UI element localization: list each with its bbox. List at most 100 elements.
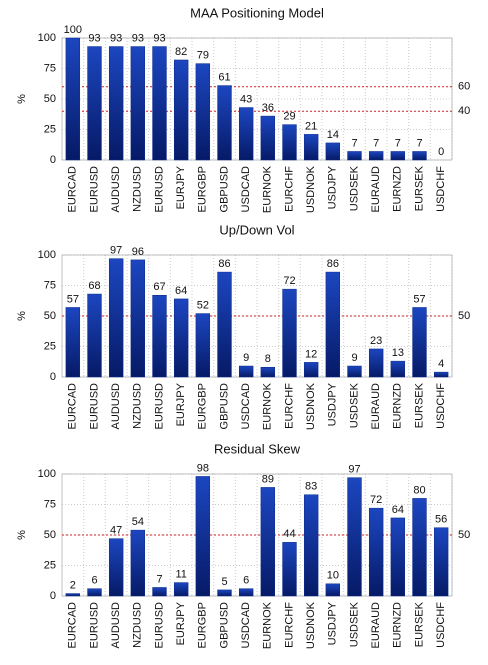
bar [65, 307, 81, 378]
bar [108, 46, 124, 161]
y-tick-label: 0 [50, 154, 56, 166]
x-tick-label: EURNZD [392, 383, 404, 429]
value-label: 72 [283, 275, 295, 287]
reference-label: 40 [458, 105, 470, 117]
value-label: 89 [262, 473, 274, 485]
value-label: 44 [283, 528, 295, 540]
value-label: 93 [88, 32, 100, 44]
x-tick-label: EURAUD [370, 383, 382, 430]
x-tick-label: EURGBP [197, 166, 209, 212]
value-label: 2 [70, 579, 76, 591]
bar [303, 494, 319, 597]
value-label: 13 [392, 347, 404, 359]
value-label: 9 [243, 352, 249, 364]
bar [282, 288, 297, 378]
x-tick-label: EURAUD [370, 602, 382, 649]
chart-title: Residual Skew [214, 441, 301, 456]
x-tick-label: NZDUSD [132, 166, 144, 212]
y-tick-label: 75 [44, 62, 56, 74]
x-tick-label: USDCAD [240, 166, 252, 213]
y-tick-label: 25 [44, 340, 56, 352]
y-axis-label: % [16, 94, 28, 104]
x-tick-label: EURGBP [197, 602, 209, 648]
value-label: 64 [392, 504, 404, 516]
value-label: 86 [327, 258, 339, 270]
value-label: 47 [110, 525, 122, 537]
y-tick-label: 50 [44, 529, 56, 541]
bar [433, 527, 449, 597]
x-tick-label: USDCHF [435, 602, 447, 648]
value-label: 57 [413, 293, 425, 305]
bar [130, 46, 146, 161]
plot-frame [61, 37, 453, 161]
value-label: 86 [218, 258, 230, 270]
bar [260, 487, 276, 597]
bar [65, 593, 81, 597]
bar [152, 46, 167, 161]
x-tick-label: EURAUD [370, 166, 382, 213]
value-label: 23 [370, 335, 382, 347]
bar [87, 46, 102, 161]
value-label: 7 [416, 137, 422, 149]
value-label: 82 [175, 46, 187, 58]
value-label: 97 [348, 464, 360, 476]
value-label: 43 [240, 93, 252, 105]
y-tick-label: 25 [44, 559, 56, 571]
x-tick-label: USDSEK [348, 601, 360, 647]
x-tick-label: EURJPY [175, 165, 187, 209]
bar [108, 538, 124, 597]
x-tick-label: EURNOK [262, 601, 274, 649]
x-tick-label: USDNOK [305, 165, 317, 213]
y-tick-label: 100 [38, 249, 56, 261]
bar [303, 134, 319, 161]
x-tick-label: EURUSD [153, 166, 165, 213]
value-label: 7 [351, 137, 357, 149]
value-label: 36 [262, 102, 274, 114]
value-label: 54 [132, 516, 144, 528]
y-tick-label: 75 [44, 498, 56, 510]
x-tick-label: EURUSD [88, 383, 100, 430]
bar [238, 365, 254, 378]
bar [368, 348, 384, 378]
bar [195, 476, 211, 597]
x-tick-label: USDJPY [327, 165, 339, 209]
x-tick-label: EURNZD [392, 166, 404, 212]
value-label: 79 [197, 50, 209, 62]
x-tick-label: AUDUSD [110, 602, 122, 649]
x-tick-label: USDJPY [327, 601, 339, 645]
y-axis-label: % [16, 311, 28, 321]
x-tick-label: USDNOK [305, 601, 317, 649]
bar [217, 85, 232, 161]
x-tick-label: USDCAD [240, 383, 252, 430]
x-tick-label: GBPUSD [218, 383, 230, 430]
y-tick-label: 50 [44, 93, 56, 105]
value-label: 29 [283, 111, 295, 123]
chart-title: MAA Positioning Model [190, 5, 324, 20]
bar [173, 298, 189, 378]
x-tick-label: EURNOK [262, 165, 274, 213]
x-tick-label: EURUSD [88, 166, 100, 213]
x-tick-label: USDJPY [327, 382, 339, 426]
x-tick-label: NZDUSD [132, 602, 144, 648]
value-label: 68 [88, 280, 100, 292]
bar [347, 477, 362, 597]
x-tick-label: EURJPY [175, 601, 187, 645]
value-label: 61 [218, 71, 230, 83]
value-label: 93 [153, 32, 165, 44]
bar [152, 587, 167, 597]
bar [412, 498, 427, 597]
x-tick-label: EURSEK [413, 382, 425, 428]
x-tick-label: NZDUSD [132, 383, 144, 429]
value-label: 52 [197, 299, 209, 311]
bar [195, 63, 211, 161]
y-tick-label: 100 [38, 468, 56, 480]
x-tick-label: EURGBP [197, 383, 209, 429]
bar [433, 371, 449, 378]
bar [173, 59, 189, 161]
value-label: 72 [370, 494, 382, 506]
bar [195, 313, 211, 378]
y-tick-label: 100 [38, 32, 56, 44]
y-axis-label: % [16, 530, 28, 540]
value-label: 83 [305, 481, 317, 493]
value-label: 12 [305, 348, 317, 360]
